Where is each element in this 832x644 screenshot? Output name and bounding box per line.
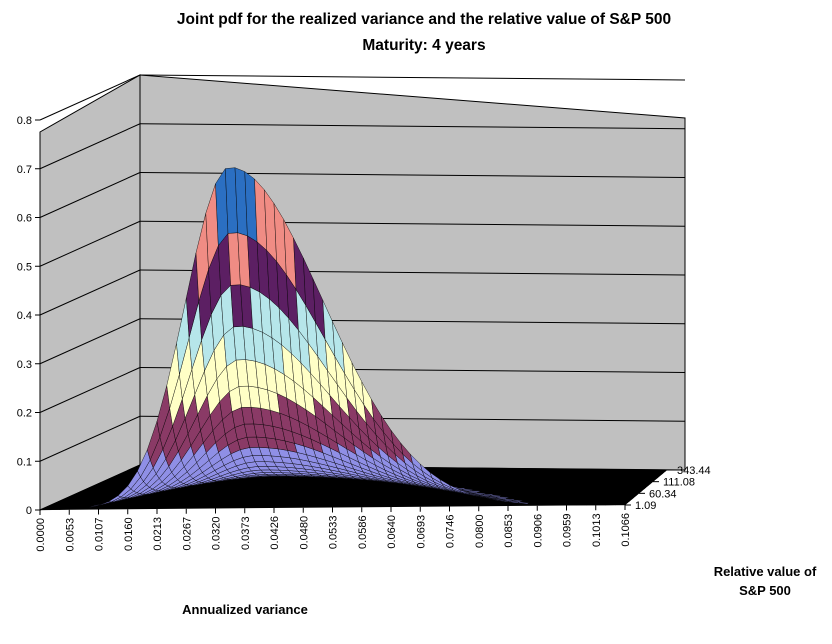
- x-tick-label: 0.0640: [386, 515, 398, 549]
- x-tick-label: 0.0746: [445, 515, 457, 549]
- x-tick-label: 0.0000: [35, 518, 47, 552]
- z-tick-label: 0.2: [17, 408, 32, 420]
- surface-facet: [557, 504, 568, 505]
- surface-facet: [615, 504, 626, 505]
- x-tick-label: 0.0906: [532, 514, 544, 548]
- surface-facet: [576, 504, 587, 505]
- y-axis-label-line2: S&P 500: [739, 583, 791, 598]
- x-tick-label: 0.0853: [503, 514, 515, 548]
- chart-title: Joint pdf for the realized variance and …: [177, 11, 671, 28]
- x-tick-label: 0.0320: [211, 517, 223, 551]
- x-tick-label: 0.0693: [415, 515, 427, 549]
- z-tick-label: 0: [26, 505, 32, 517]
- surface-facet: [547, 504, 558, 505]
- x-tick-label: 0.0053: [64, 518, 76, 552]
- z-tick-label: 0.1: [17, 456, 32, 468]
- z-tick-label: 0.8: [17, 115, 32, 127]
- y-tick-label: 111.08: [663, 477, 695, 489]
- z-tick-label: 0.3: [17, 359, 32, 371]
- x-tick-label: 0.0480: [298, 516, 310, 550]
- y-tick-label: 60.34: [649, 488, 677, 500]
- z-tick-label: 0.7: [17, 164, 32, 176]
- z-gridline-back: [140, 75, 685, 80]
- x-tick-label: 0.1066: [620, 513, 632, 547]
- x-tick-label: 0.0800: [474, 514, 486, 548]
- surface-facet: [596, 504, 607, 505]
- x-tick-label: 0.0213: [152, 517, 164, 551]
- surface-facet: [586, 504, 597, 505]
- x-tick-label: 0.0533: [328, 516, 340, 550]
- z-tick-label: 0.4: [17, 310, 32, 322]
- y-axis-label-line1: Relative value of: [714, 564, 817, 579]
- x-tick-label: 0.0959: [562, 514, 574, 548]
- x-tick-label: 0.0160: [123, 517, 135, 551]
- x-tick-label: 0.0107: [94, 518, 106, 552]
- z-tick-label: 0.6: [17, 213, 32, 225]
- x-tick-label: 0.0586: [357, 515, 369, 549]
- surface-facet: [606, 504, 617, 505]
- chart-subtitle: Maturity: 4 years: [362, 37, 485, 54]
- z-axis-ticks: 0 0.1 0.2 0.3 0.4 0.5 0.6 0.7 0.8: [17, 115, 40, 517]
- y-tick-label: 343.44: [677, 465, 711, 477]
- x-tick-label: 0.1013: [591, 513, 603, 547]
- x-axis-ticks: 0.0000 0.0053 0.0107 0.0160 0.0213 0.0267 0.03…: [35, 505, 632, 552]
- surface-facet: [567, 504, 578, 505]
- x-axis-label: Annualized variance: [182, 602, 308, 617]
- z-tick-label: 0.5: [17, 261, 32, 273]
- x-tick-label: 0.0267: [181, 517, 193, 551]
- y-tick-label: 1.09: [635, 500, 656, 512]
- x-tick-label: 0.0426: [269, 516, 281, 550]
- x-tick-label: 0.0373: [240, 516, 252, 550]
